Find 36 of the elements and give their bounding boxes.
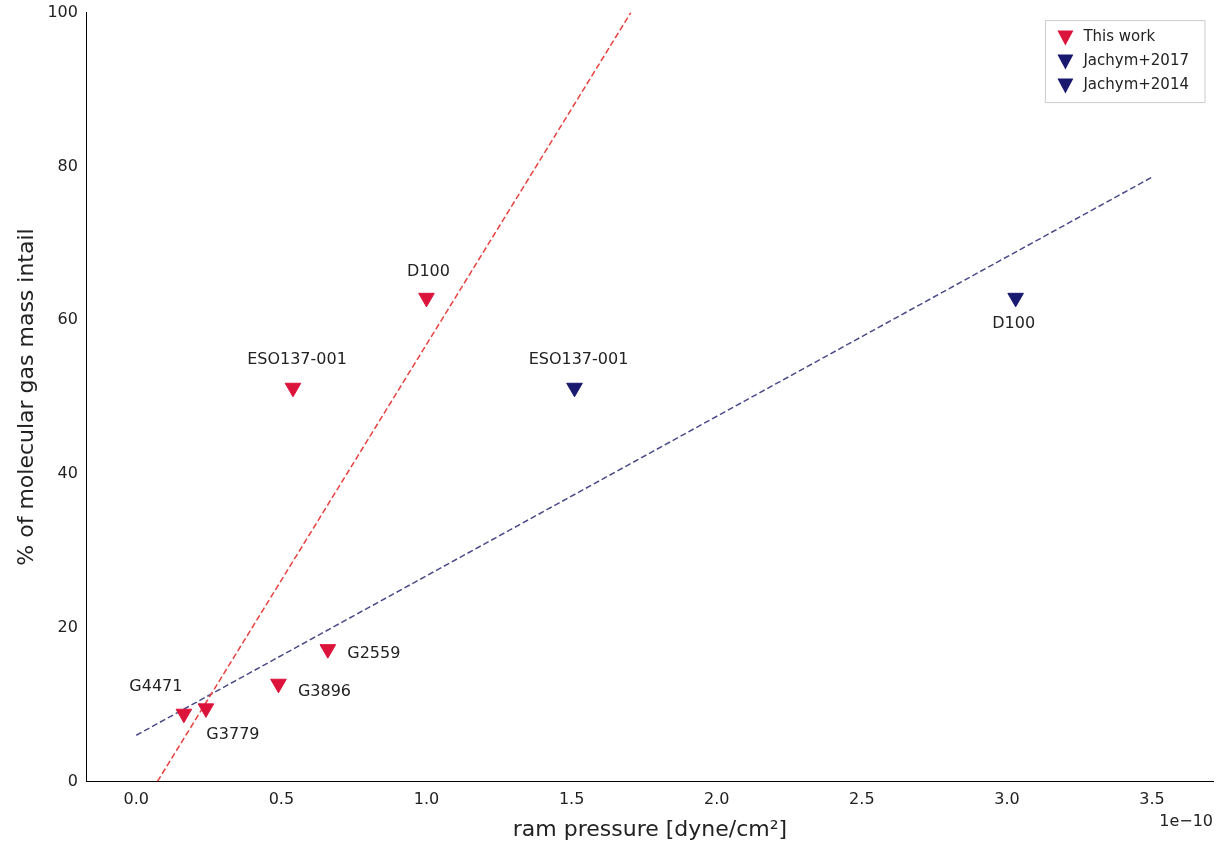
annotation: G2559 bbox=[347, 643, 401, 663]
point bbox=[270, 678, 287, 694]
point bbox=[566, 382, 583, 398]
x-tick-label: 1.0 bbox=[413, 789, 440, 809]
y-axis-title: % of molecular gas mass intail bbox=[12, 228, 38, 566]
annotation: G3896 bbox=[297, 680, 352, 700]
annotation: ESO137-001 bbox=[528, 348, 629, 368]
legend-label: Jachym+2014 bbox=[1082, 75, 1190, 94]
point bbox=[175, 708, 193, 724]
point bbox=[418, 292, 435, 308]
y-tick-label: 0 bbox=[67, 770, 78, 790]
y-tick-label: 20 bbox=[57, 616, 78, 636]
legend-label: Jachym+2017 bbox=[1082, 51, 1190, 70]
x-tick-label: 3.0 bbox=[994, 789, 1020, 809]
x-tick-label: 0.5 bbox=[268, 789, 295, 809]
y-tick-label: 80 bbox=[57, 155, 78, 175]
y-tick-label: 100 bbox=[47, 1, 78, 21]
point bbox=[284, 382, 302, 398]
x-axis-title: ram pressure [dyne/cm²] bbox=[512, 815, 788, 841]
annotation: ESO137-001 bbox=[247, 348, 347, 368]
x-tick-label: 2.5 bbox=[849, 789, 875, 809]
x-tick-label: 1.5 bbox=[558, 789, 585, 809]
y-tick-label: 60 bbox=[57, 309, 78, 329]
point bbox=[319, 644, 337, 659]
annotation: D100 bbox=[992, 312, 1036, 332]
x-tick-label: 3.5 bbox=[1139, 789, 1165, 809]
y-tick-label: 40 bbox=[57, 463, 78, 483]
x-tick-label: 0.0 bbox=[123, 789, 149, 809]
annotation: G4471 bbox=[129, 675, 183, 695]
annotation: G3779 bbox=[206, 723, 260, 743]
text: 1e−10 bbox=[1159, 810, 1213, 830]
x-tick-label: 2.0 bbox=[703, 789, 730, 809]
annotation: D100 bbox=[407, 260, 450, 280]
legend-label: This work bbox=[1082, 27, 1156, 46]
point bbox=[1007, 292, 1024, 308]
point bbox=[197, 703, 215, 718]
